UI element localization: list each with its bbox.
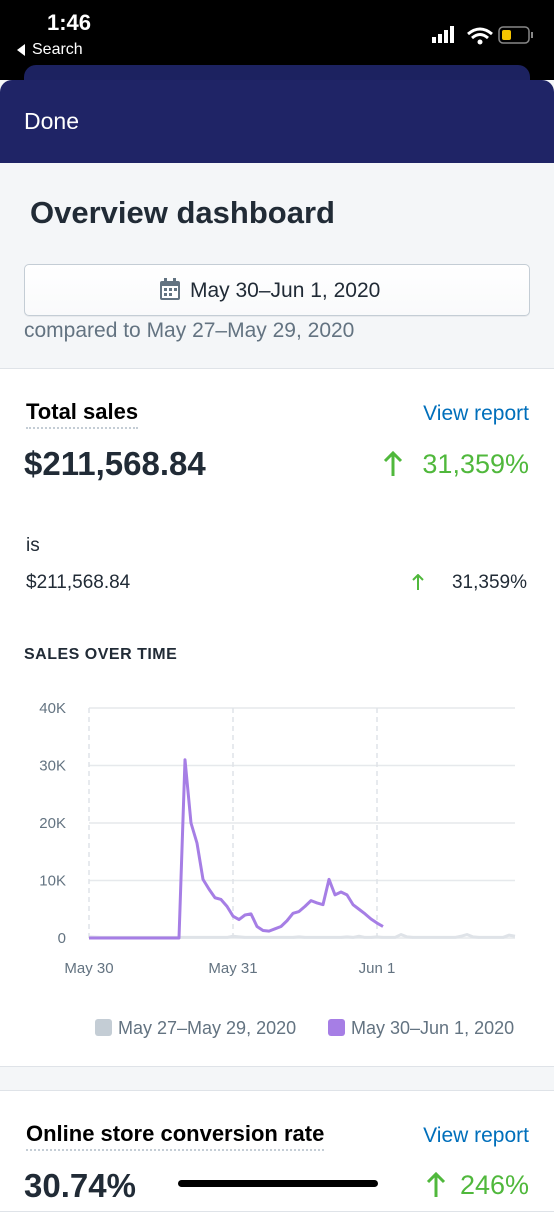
x-tick-label: May 30: [64, 960, 113, 977]
sales-card: [0, 368, 554, 1067]
y-tick-label: 0: [58, 930, 66, 947]
breakdown-value: $211,568.84: [26, 572, 131, 593]
back-arrow: [17, 44, 25, 56]
back-link[interactable]: Search: [32, 41, 83, 58]
date-picker[interactable]: [24, 264, 530, 316]
series-line: [89, 758, 384, 940]
done-button[interactable]: Done: [24, 108, 79, 134]
clock: 1:46: [47, 10, 92, 35]
breakdown-label: is: [26, 535, 40, 556]
conversion-value: 30.74%: [24, 1167, 136, 1204]
comparison-range: compared to May 27–May 29, 2020: [24, 319, 355, 342]
total-sales-value: $211,568.84: [24, 445, 206, 482]
y-tick-label: 30K: [39, 758, 66, 775]
y-tick-label: 20K: [39, 815, 66, 832]
calendar-icon: [160, 278, 180, 300]
x-tick-label: Jun 1: [359, 960, 396, 977]
sales-change: 31,359%: [422, 449, 529, 479]
breakdown-change: 31,359%: [451, 572, 527, 593]
card-title: Online store conversion rate: [26, 1123, 325, 1151]
home-indicator: [178, 1180, 378, 1187]
legend-label: May 30–Jun 1, 2020: [351, 1018, 514, 1038]
up-arrow: [412, 574, 424, 590]
date-range: May 30–Jun 1, 2020: [190, 279, 381, 302]
up-arrow: [426, 1172, 446, 1197]
y-tick-label: 40K: [39, 700, 66, 717]
page-title: Overview dashboard: [30, 195, 335, 230]
view-report-link[interactable]: View report: [423, 402, 529, 425]
y-tick-label: 10K: [39, 873, 66, 890]
conversion-change: 246%: [459, 1170, 529, 1200]
up-arrow: [383, 451, 403, 476]
nav-bar: [0, 80, 554, 163]
sales-chart: SALES OVER TIME 0 10K 20K 30K 40K May 30 May 3…: [24, 646, 516, 1038]
legend-swatch: [328, 1019, 345, 1036]
chart-title: SALES OVER TIME: [24, 646, 177, 663]
view-report-link[interactable]: View report: [423, 1124, 529, 1147]
status-icons: [432, 26, 533, 45]
legend-swatch: [95, 1019, 112, 1036]
card-title: Total sales: [26, 401, 139, 429]
conversion-card: [0, 1090, 554, 1212]
legend-label: May 27–May 29, 2020: [118, 1018, 296, 1038]
x-tick-label: May 31: [208, 960, 257, 977]
